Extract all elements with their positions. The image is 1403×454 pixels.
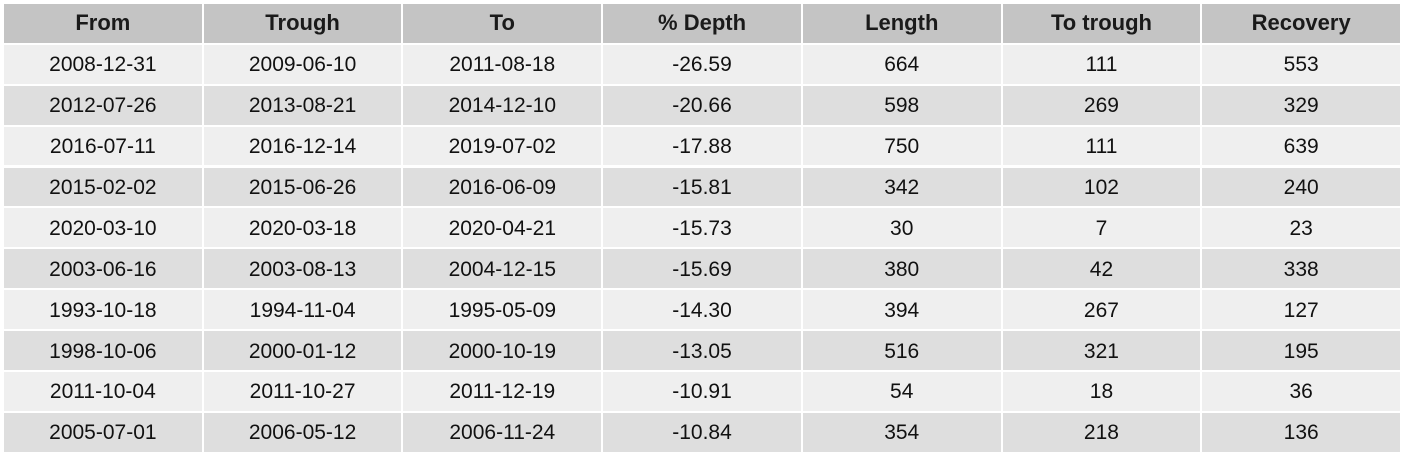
cell-to-trough: 218 bbox=[1002, 412, 1201, 452]
cell-to: 1995-05-09 bbox=[403, 290, 602, 330]
cell-recovery: 338 bbox=[1202, 249, 1401, 289]
cell-to: 2011-08-18 bbox=[403, 44, 602, 84]
cell-depth: -17.88 bbox=[603, 126, 801, 166]
cell-to: 2014-12-10 bbox=[403, 85, 602, 125]
cell-to-trough: 269 bbox=[1002, 85, 1201, 125]
cell-to: 2006-11-24 bbox=[403, 412, 602, 452]
cell-to: 2004-12-15 bbox=[403, 249, 602, 289]
cell-recovery: 240 bbox=[1202, 167, 1401, 207]
cell-trough: 2011-10-27 bbox=[203, 372, 402, 411]
cell-recovery: 639 bbox=[1202, 126, 1401, 166]
header-trough: Trough bbox=[203, 4, 402, 43]
header-to: To bbox=[403, 4, 602, 43]
cell-to-trough: 102 bbox=[1002, 167, 1201, 207]
cell-depth: -20.66 bbox=[603, 85, 801, 125]
cell-length: 380 bbox=[802, 249, 1001, 289]
header-to-trough: To trough bbox=[1002, 4, 1201, 43]
cell-trough: 2020-03-18 bbox=[203, 208, 402, 248]
cell-to-trough: 18 bbox=[1002, 372, 1201, 411]
cell-length: 354 bbox=[802, 412, 1001, 452]
cell-trough: 2013-08-21 bbox=[203, 85, 402, 125]
cell-to-trough: 267 bbox=[1002, 290, 1201, 330]
cell-from: 2011-10-04 bbox=[4, 372, 202, 411]
cell-recovery: 195 bbox=[1202, 331, 1401, 370]
cell-from: 2005-07-01 bbox=[4, 412, 202, 452]
cell-depth: -15.73 bbox=[603, 208, 801, 248]
cell-trough: 2003-08-13 bbox=[203, 249, 402, 289]
cell-to: 2020-04-21 bbox=[403, 208, 602, 248]
table-row: 2003-06-16 2003-08-13 2004-12-15 -15.69 380 4… bbox=[4, 249, 1401, 289]
cell-depth: -15.69 bbox=[603, 249, 801, 289]
table-row: 2015-02-02 2015-06-26 2016-06-09 -15.81 342 1… bbox=[4, 167, 1401, 207]
cell-to: 2011-12-19 bbox=[403, 372, 602, 411]
cell-from: 2015-02-02 bbox=[4, 167, 202, 207]
cell-to-trough: 321 bbox=[1002, 331, 1201, 370]
cell-from: 2016-07-11 bbox=[4, 126, 202, 166]
cell-from: 1998-10-06 bbox=[4, 331, 202, 370]
cell-depth: -13.05 bbox=[603, 331, 801, 370]
cell-from: 2003-06-16 bbox=[4, 249, 202, 289]
cell-recovery: 553 bbox=[1202, 44, 1401, 84]
cell-to: 2019-07-02 bbox=[403, 126, 602, 166]
cell-trough: 2015-06-26 bbox=[203, 167, 402, 207]
cell-length: 598 bbox=[802, 85, 1001, 125]
cell-length: 664 bbox=[802, 44, 1001, 84]
header-recovery: Recovery bbox=[1202, 4, 1401, 43]
cell-trough: 1994-11-04 bbox=[203, 290, 402, 330]
table-row: 1993-10-18 1994-11-04 1995-05-09 -14.30 394 2… bbox=[4, 290, 1401, 330]
header-length: Length bbox=[802, 4, 1001, 43]
cell-from: 2012-07-26 bbox=[4, 85, 202, 125]
cell-length: 750 bbox=[802, 126, 1001, 166]
cell-from: 1993-10-18 bbox=[4, 290, 202, 330]
cell-recovery: 36 bbox=[1202, 372, 1401, 411]
cell-to: 2000-10-19 bbox=[403, 331, 602, 370]
cell-depth: -14.30 bbox=[603, 290, 801, 330]
table-row: 2020-03-10 2020-03-18 2020-04-21 -15.73 30 7 2… bbox=[4, 208, 1401, 248]
cell-depth: -15.81 bbox=[603, 167, 801, 207]
table-row: 2011-10-04 2011-10-27 2011-12-19 -10.91 54 18… bbox=[4, 372, 1401, 411]
table-row: 2008-12-31 2009-06-10 2011-08-18 -26.59 664 1… bbox=[4, 44, 1401, 84]
cell-length: 30 bbox=[802, 208, 1001, 248]
cell-trough: 2009-06-10 bbox=[203, 44, 402, 84]
table-header-row: From Trough To % Depth Length To trough … bbox=[4, 4, 1401, 43]
cell-depth: -10.84 bbox=[603, 412, 801, 452]
cell-recovery: 127 bbox=[1202, 290, 1401, 330]
table-row: 2016-07-11 2016-12-14 2019-07-02 -17.88 750 1… bbox=[4, 126, 1401, 166]
table-row: 1998-10-06 2000-01-12 2000-10-19 -13.05 516 3… bbox=[4, 331, 1401, 370]
cell-to: 2016-06-09 bbox=[403, 167, 602, 207]
table-body: 2008-12-31 2009-06-10 2011-08-18 -26.59 664 1… bbox=[4, 44, 1401, 452]
cell-from: 2020-03-10 bbox=[4, 208, 202, 248]
cell-recovery: 329 bbox=[1202, 85, 1401, 125]
cell-length: 394 bbox=[802, 290, 1001, 330]
header-from: From bbox=[4, 4, 202, 43]
header-depth: % Depth bbox=[603, 4, 801, 43]
cell-depth: -10.91 bbox=[603, 372, 801, 411]
cell-recovery: 136 bbox=[1202, 412, 1401, 452]
cell-trough: 2000-01-12 bbox=[203, 331, 402, 370]
table-row: 2012-07-26 2013-08-21 2014-12-10 -20.66 598 2… bbox=[4, 85, 1401, 125]
cell-length: 54 bbox=[802, 372, 1001, 411]
cell-to-trough: 7 bbox=[1002, 208, 1201, 248]
cell-depth: -26.59 bbox=[603, 44, 801, 84]
cell-to-trough: 42 bbox=[1002, 249, 1201, 289]
cell-to-trough: 111 bbox=[1002, 44, 1201, 84]
cell-from: 2008-12-31 bbox=[4, 44, 202, 84]
cell-trough: 2006-05-12 bbox=[203, 412, 402, 452]
drawdown-table: From Trough To % Depth Length To trough … bbox=[4, 4, 1401, 454]
cell-to-trough: 111 bbox=[1002, 126, 1201, 166]
cell-trough: 2016-12-14 bbox=[203, 126, 402, 166]
cell-recovery: 23 bbox=[1202, 208, 1401, 248]
cell-length: 342 bbox=[802, 167, 1001, 207]
cell-length: 516 bbox=[802, 331, 1001, 370]
table-row: 2005-07-01 2006-05-12 2006-11-24 -10.84 354 2… bbox=[4, 412, 1401, 452]
